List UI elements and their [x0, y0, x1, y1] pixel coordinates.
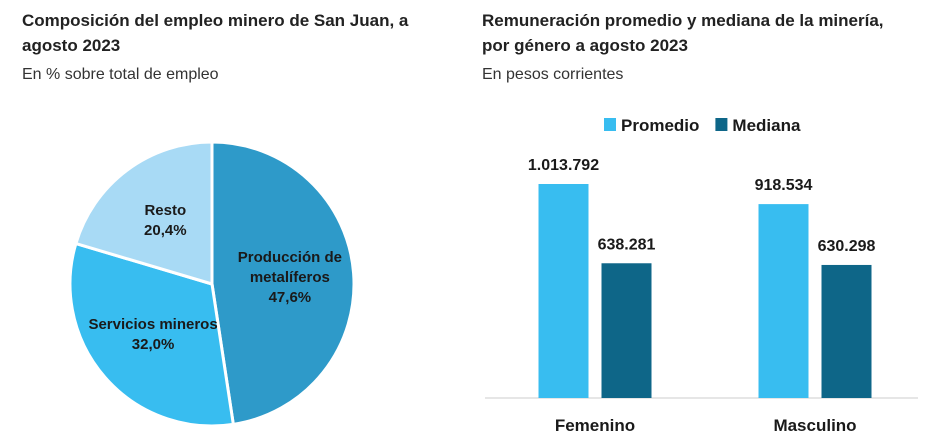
- slice-label: Producción de metalíferos 47,6%: [225, 248, 355, 308]
- bar: [601, 263, 652, 398]
- x-tick-label: Masculino: [773, 416, 856, 435]
- legend-swatch: [604, 118, 616, 131]
- value-label: 918.534: [755, 177, 813, 194]
- slice-category: Resto: [144, 202, 187, 220]
- value-label: 638.281: [598, 236, 656, 253]
- legend-swatch: [715, 118, 728, 131]
- slice-value: 20,4%: [144, 222, 187, 240]
- bar-title: Remuneración promedio y mediana de la mi…: [482, 11, 884, 55]
- legend-label: Promedio: [621, 116, 699, 135]
- bar: [821, 264, 872, 398]
- slice-label: Resto 20,4%: [100, 201, 230, 241]
- bar-subtitle: En pesos corrientes: [482, 66, 624, 83]
- value-label: 1.013.792: [528, 157, 599, 174]
- bar: [538, 184, 589, 398]
- x-tick-label: Femenino: [555, 416, 635, 435]
- slice-value: 32,0%: [131, 336, 175, 354]
- pie-slice: [210, 140, 356, 427]
- slice-value: 47,6%: [268, 289, 312, 307]
- pie-slice: [74, 140, 214, 287]
- pie-title: Composición del empleo minero de San Jua…: [22, 11, 409, 55]
- pie-subtitle: En % sobre total de empleo: [22, 66, 219, 83]
- bar: [758, 204, 809, 398]
- pie-slice: [68, 241, 236, 428]
- value-label: 630.298: [818, 238, 876, 255]
- slice-category: Servicios mineros: [88, 316, 218, 334]
- slice-label: Servicios mineros 32,0%: [88, 315, 218, 355]
- slice-category: Producción de metalíferos: [237, 249, 342, 287]
- legend-label: Mediana: [732, 116, 801, 135]
